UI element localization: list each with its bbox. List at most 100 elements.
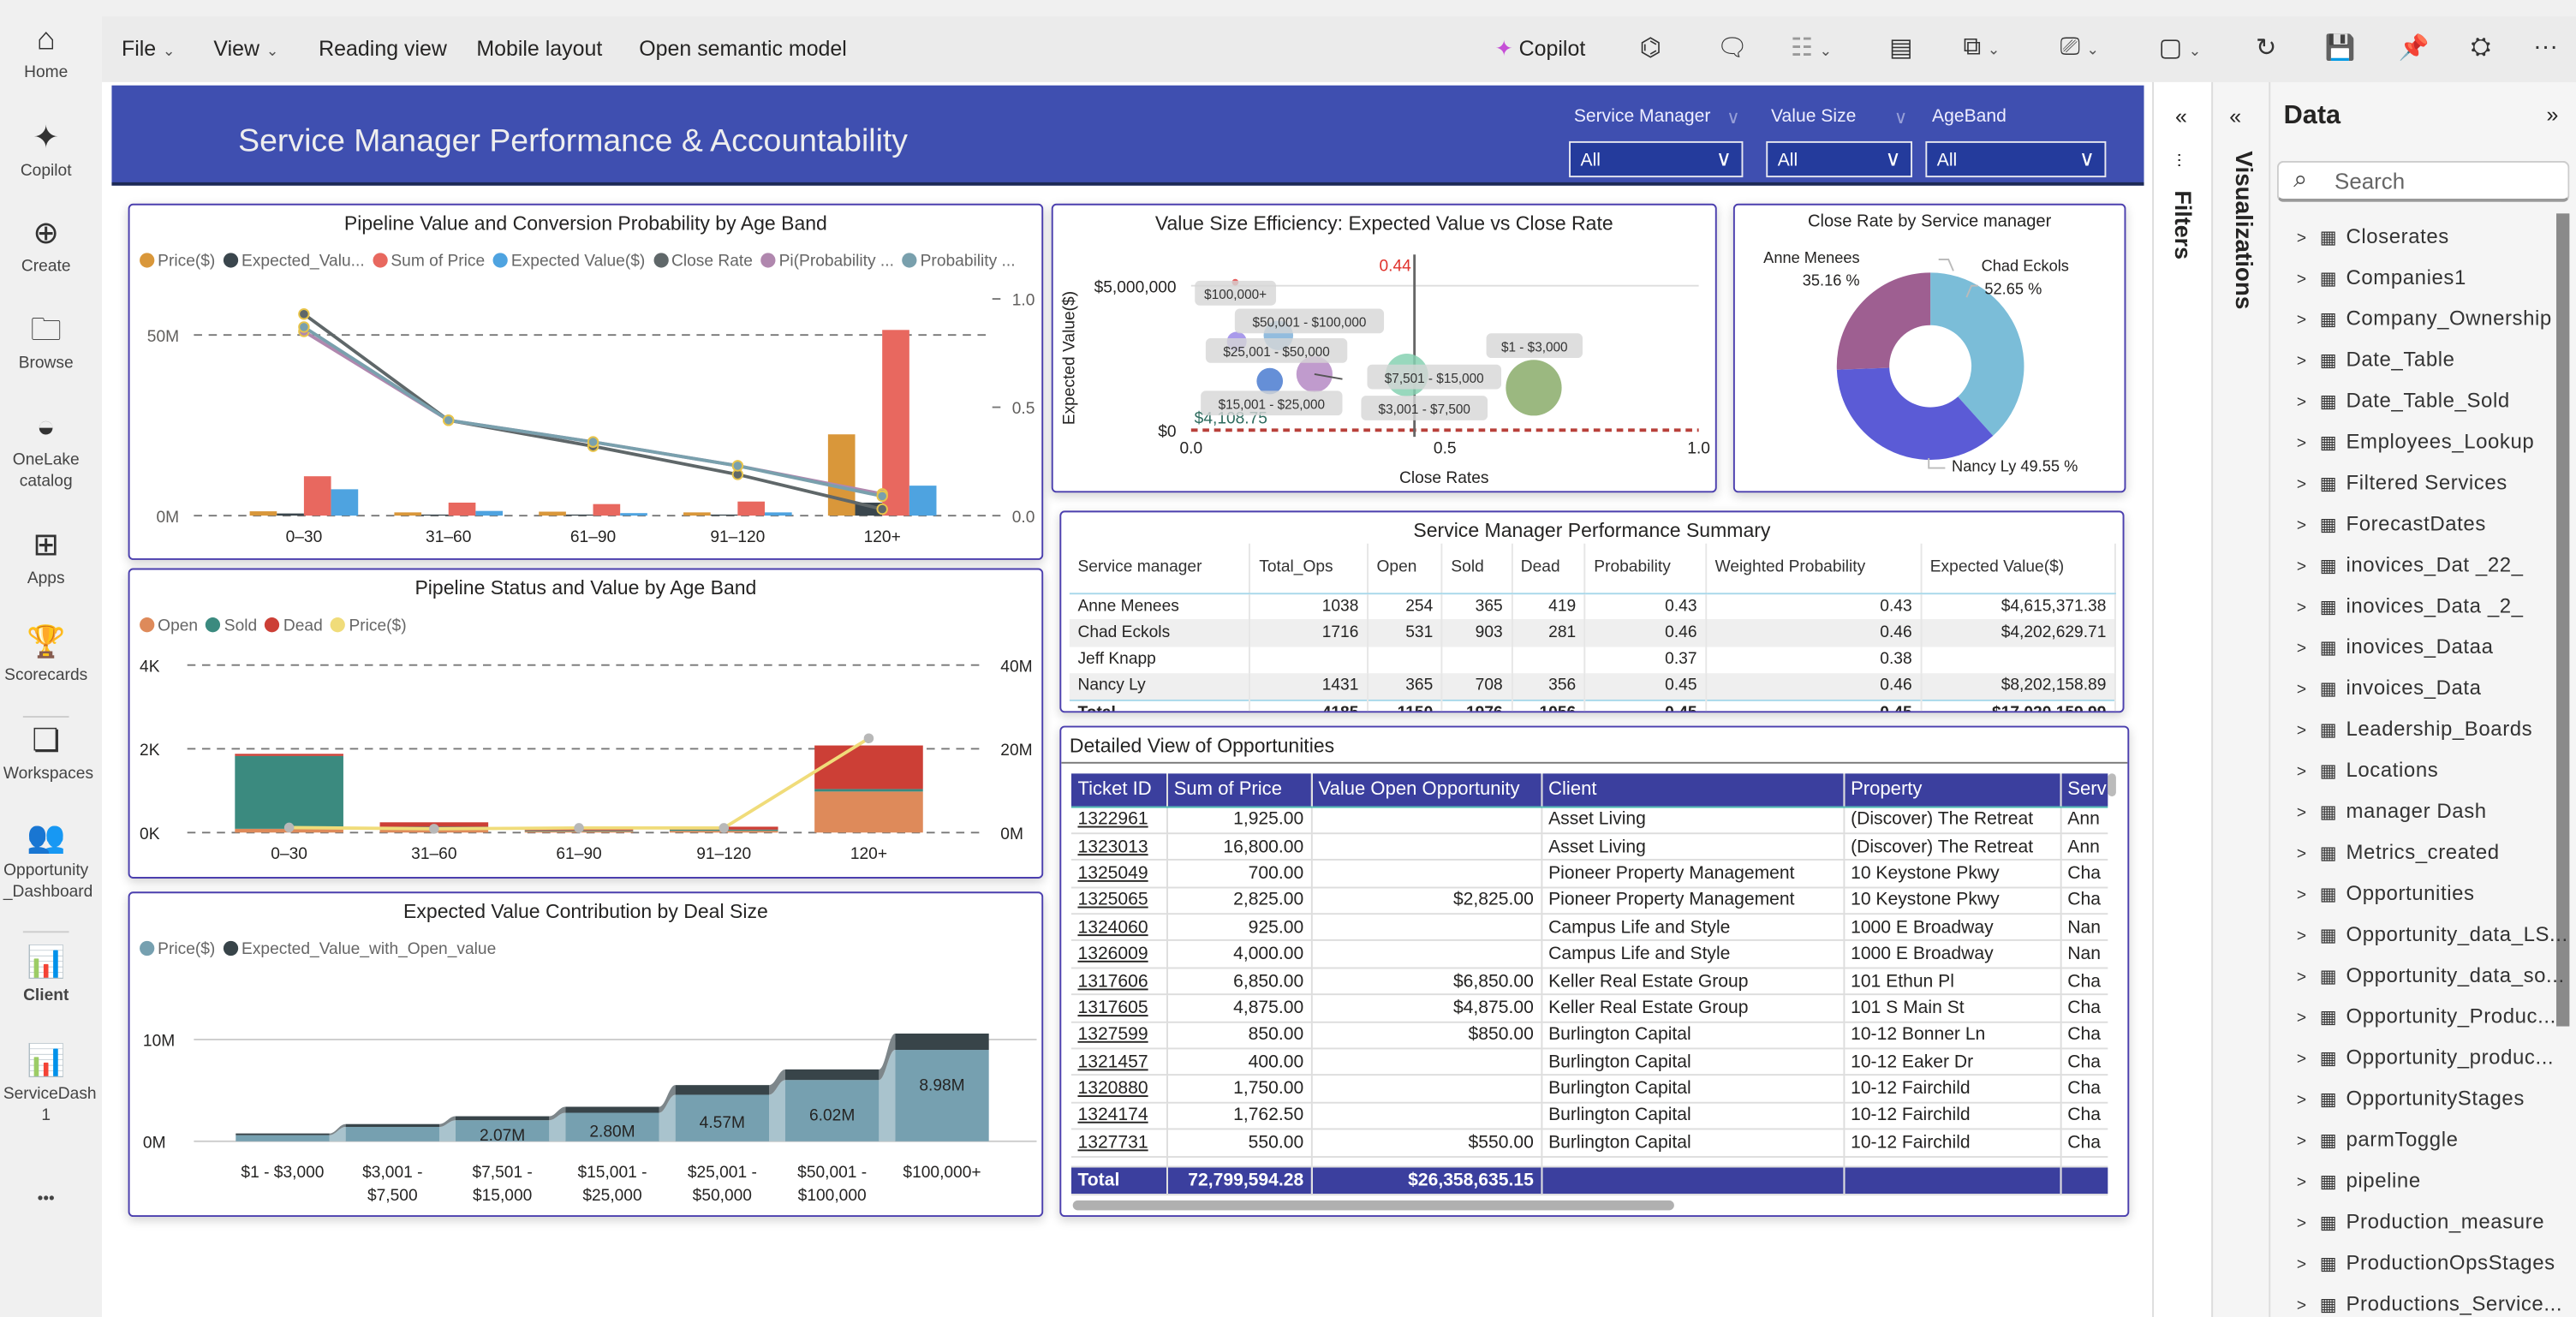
nav-item-create[interactable]: ⊕ Create [0,217,92,277]
status-chart-card[interactable]: Pipeline Status and Value by Age Band Op… [128,568,1044,879]
view-menu[interactable]: View ⌄ [213,36,278,61]
legend-item[interactable]: Price($) [140,940,215,959]
column-header[interactable]: Value Open Opportunity [1310,773,1542,807]
ticket-link[interactable]: 1323013 [1070,833,1168,861]
legend-item[interactable]: Expected_Valu... [223,253,365,271]
ticket-link[interactable]: 1322961 [1070,806,1168,835]
data-table-item[interactable]: > ▦ Opportunity_data_so... [2297,964,2565,987]
data-table-item[interactable]: > ▦ Locations [2297,759,2438,782]
open-semantic-model-button[interactable]: Open semantic model [639,36,847,61]
closerate-chart-card[interactable]: Close Rate by Service manager Chad Eckol… [1732,203,2126,493]
data-table-item[interactable]: > ▦ inovices_Dat _22_ [2297,553,2524,576]
visualizations-pane-label[interactable]: Visualizations [2229,151,2256,310]
data-table-item[interactable]: > ▦ ProductionOpsStages [2297,1251,2555,1274]
ageband-slicer[interactable]: All ∨ [1925,140,2107,178]
column-header[interactable]: Serv [2060,773,2108,807]
data-table-item[interactable]: > ▦ Opportunities [2297,882,2475,905]
legend-item[interactable]: Price($) [331,617,407,635]
scatter-bubble[interactable] [1256,367,1284,395]
legend-item[interactable]: Dead [265,617,323,635]
view-mode-icon[interactable]: ▢ ⌄ [2158,34,2202,63]
data-table-item[interactable]: > ▦ Production_measure [2297,1210,2544,1233]
ticket-link[interactable]: 1321457 [1070,1048,1168,1076]
data-table-item[interactable]: > ▦ Opportunity_Produc... [2297,1005,2556,1028]
contribution-chart-card[interactable]: Expected Value Contribution by Deal Size… [128,891,1044,1218]
pin-icon[interactable]: 📌 [2398,34,2430,63]
data-table-item[interactable]: > ▦ parmToggle [2297,1128,2459,1151]
nav-item-opportunity-dashboard[interactable]: 👥 Opportunity _Dashboard [0,821,93,903]
vertical-scrollbar[interactable] [2108,773,2116,797]
legend-item[interactable]: Expected_Value_with_Open_value [223,940,496,959]
mobile-layout-button[interactable]: Mobile layout [476,36,603,61]
legend-item[interactable]: Probability ... [902,253,1016,271]
filters-pane-label[interactable]: Filters [2170,190,2197,260]
collapse-icon[interactable]: « [2174,103,2187,128]
nav-item-client[interactable]: 📊 Client [0,946,92,1007]
ticket-link[interactable]: 1325049 [1070,860,1168,888]
nav-item-servicedash-1[interactable]: 📊 ServiceDash 1 [0,1045,97,1127]
data-table-item[interactable]: > ▦ Employees_Lookup [2297,430,2534,453]
ticket-link[interactable]: 1324174 [1070,1102,1168,1130]
teams-icon[interactable]: ⛭ [2471,33,2491,61]
ticket-link[interactable]: 1317605 [1070,994,1168,1023]
data-table-item[interactable]: > ▦ Metrics_created [2297,841,2500,864]
nav-item-home[interactable]: ⌂ Home [0,23,92,84]
save-icon[interactable]: 💾 [2324,34,2356,63]
data-table-item[interactable]: > ▦ Opportunity_data_LS... [2297,923,2568,946]
ticket-link[interactable]: 1324060 [1070,914,1168,942]
nav-item-copilot[interactable]: ✦ Copilot [0,122,92,182]
pipeline-chart-card[interactable]: Pipeline Value and Conversion Probabilit… [128,203,1044,560]
file-menu[interactable]: File ⌄ [122,36,175,61]
column-header[interactable]: Probability [1584,543,1708,594]
legend-item[interactable]: Sum of Price [373,253,485,271]
shapes-icon[interactable]: ⧉ ⌄ [1963,33,2001,61]
filters-pane[interactable]: « ⫶ Filters [2152,81,2212,1317]
data-table-item[interactable]: > ▦ Leadership_Boards [2297,718,2532,741]
value-size-slicer[interactable]: All ∨ [1766,140,1913,178]
nav-item-scorecards[interactable]: 🏆 Scorecards [0,626,92,687]
ticket-link[interactable]: 1317606 [1070,968,1168,996]
data-table-item[interactable]: > ▦ Date_Table [2297,349,2455,372]
more-options-icon[interactable]: ··· [2533,33,2558,61]
column-header[interactable]: Property [1843,773,2061,807]
data-table-item[interactable]: > ▦ Filtered Services [2297,471,2507,494]
q-and-a-icon[interactable]: ☷ ⌄ [1791,34,1833,63]
data-table-item[interactable]: > ▦ manager Dash [2297,800,2487,823]
notes-icon[interactable]: ▤ [1889,34,1913,63]
present-icon[interactable]: ⎚ ⌄ [2060,33,2099,61]
column-header[interactable]: Ticket ID [1070,773,1168,807]
ticket-link[interactable]: 1327731 [1070,1129,1168,1158]
ticket-link[interactable]: 1325065 [1070,886,1168,915]
horizontal-scrollbar[interactable] [1072,1200,1674,1211]
column-header[interactable]: Weighted Probability [1706,543,1923,594]
data-table-item[interactable]: > ▦ Productions_Service... [2297,1292,2562,1315]
legend-item[interactable]: Expected Value($) [492,253,645,271]
data-table-item[interactable]: > ▦ Closerates [2297,225,2449,248]
reading-view-button[interactable]: Reading view [319,36,447,61]
data-table-item[interactable]: > ▦ Companies1 [2297,266,2466,289]
column-header[interactable]: Open [1367,543,1443,594]
ticket-link[interactable]: 1326009 [1070,940,1168,969]
efficiency-chart-card[interactable]: Value Size Efficiency: Expected Value vs… [1051,203,1717,493]
data-pane-scrollbar[interactable] [2556,213,2570,1027]
donut-slice[interactable] [1836,272,1931,370]
data-table-item[interactable]: > ▦ Date_Table_Sold [2297,389,2510,412]
data-table-item[interactable]: > ▦ invoices_Data [2297,676,2482,700]
nav-item-browse[interactable]: 🗀 Browse [0,313,92,374]
search-input[interactable]: ⌕ Search [2276,160,2570,202]
legend-item[interactable]: Open [140,617,198,635]
legend-item[interactable]: Close Rate [653,253,753,271]
data-table-item[interactable]: > ▦ inovices_Data _2_ [2297,594,2524,617]
collapse-icon[interactable]: « [2229,103,2242,128]
more-icon[interactable]: ••• [37,1190,55,1209]
column-header[interactable]: Expected Value($) [1921,543,2116,594]
expand-icon[interactable]: » [2546,101,2559,127]
refresh-icon[interactable]: ↻ [2255,34,2277,63]
visualizations-pane[interactable]: « Visualizations [2211,81,2269,1317]
column-header[interactable]: Sold [1441,543,1513,594]
legend-item[interactable]: Price($) [140,253,215,271]
ticket-link[interactable]: 1320880 [1070,1075,1168,1104]
column-header[interactable]: Service manager [1069,543,1251,594]
data-table-item[interactable]: > ▦ inovices_Dataa [2297,635,2494,658]
scatter-bubble[interactable] [1506,360,1562,416]
